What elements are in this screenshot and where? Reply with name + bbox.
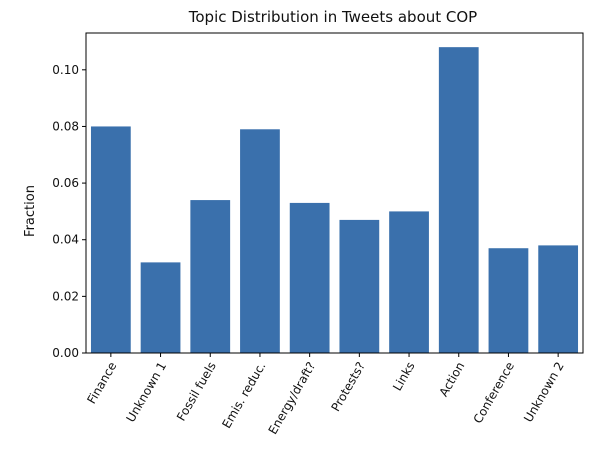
x-tick-label: Conference [471, 360, 517, 426]
x-tick-label: Links [390, 360, 418, 394]
y-axis-label: Fraction [23, 185, 38, 237]
bar-2 [190, 200, 231, 353]
plot-frame [85, 32, 584, 354]
y-tick-label: 0.10 [52, 63, 79, 77]
bar-4 [289, 202, 330, 353]
x-tick-label: Finance [84, 360, 119, 407]
x-tick-label: Protests? [328, 360, 367, 414]
bar-1 [140, 262, 181, 353]
x-tick-label: Unknown 1 [123, 360, 169, 425]
bars-group [90, 47, 579, 353]
x-tick-label: Energy/draft? [266, 360, 319, 437]
bar-7 [438, 47, 479, 353]
bar-9 [538, 245, 579, 353]
bar-5 [339, 219, 380, 353]
bar-8 [488, 248, 529, 353]
x-tick-label: Emis. reduc. [219, 360, 268, 431]
y-tick-label: 0.02 [52, 289, 79, 303]
x-axis: Finance Unknown 1 Fossil fuels Emis. reduc.… [84, 353, 567, 437]
bar-0 [90, 126, 131, 353]
y-tick-label: 0.00 [52, 346, 79, 360]
x-tick-label: Unknown 2 [521, 360, 567, 425]
y-tick-label: 0.04 [52, 233, 79, 247]
x-tick-label: Fossil fuels [174, 360, 219, 424]
bar-3 [240, 129, 280, 353]
x-tick-label: Action [436, 360, 467, 400]
y-axis: 0.00 0.02 0.04 0.06 0.08 0.10 [52, 63, 86, 360]
y-tick-label: 0.08 [52, 119, 79, 133]
chart-title: Topic Distribution in Tweets about COP [188, 8, 477, 26]
y-tick-label: 0.06 [52, 176, 79, 190]
bar-6 [389, 211, 429, 353]
